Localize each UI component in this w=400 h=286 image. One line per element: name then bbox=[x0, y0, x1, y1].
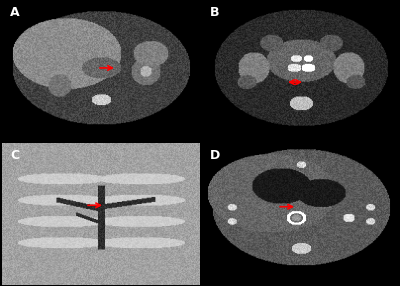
Text: B: B bbox=[210, 6, 220, 19]
Text: D: D bbox=[210, 149, 220, 162]
Text: A: A bbox=[10, 6, 20, 19]
Text: C: C bbox=[10, 149, 19, 162]
